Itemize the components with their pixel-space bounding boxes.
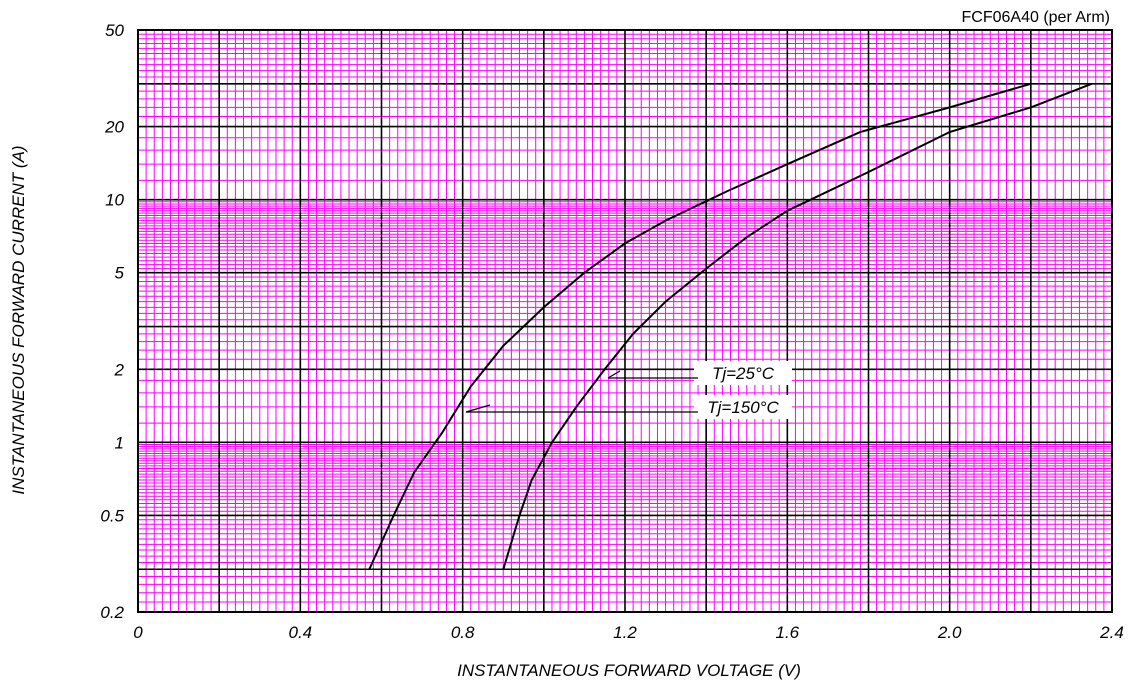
chart-title: FCF06A40 (per Arm)	[962, 9, 1110, 26]
annotation-tj150-bg	[694, 395, 792, 419]
y-tick-label: 1	[115, 433, 124, 452]
x-tick-label: 2.4	[1099, 623, 1124, 642]
y-tick-label: 10	[105, 191, 124, 210]
annotation-tj25-arrow	[607, 370, 621, 379]
annotation-tj25: Tj=25°C	[712, 364, 775, 383]
plot-frame	[137, 29, 1113, 613]
annotation-tj25-bg	[694, 361, 792, 385]
annotation-tj150: Tj=150°C	[707, 398, 779, 417]
annotations: Tj=25°C Tj=150°C	[465, 361, 792, 419]
y-tick-label: 5	[115, 264, 125, 283]
x-axis-label: INSTANTANEOUS FORWARD VOLTAGE (V)	[457, 661, 801, 680]
x-tick-label: 2.0	[937, 623, 962, 642]
y-axis-label: INSTANTANEOUS FORWARD CURRENT (A)	[9, 145, 28, 494]
curves	[368, 82, 1093, 570]
y-tick-label: 50	[105, 21, 124, 40]
annotation-tj150-arrow	[465, 404, 491, 413]
major-grid	[137, 29, 1113, 613]
x-tick-label: 1.2	[613, 623, 637, 642]
y-tick-label: 20	[104, 118, 124, 137]
x-tick-label: 1.6	[776, 623, 800, 642]
tick-labels: 0 0.4 0.8 1.2 1.6 2.0 2.4 50 20 10 5 2 1 0.5 0.2	[100, 21, 1123, 642]
series-line-tj150	[368, 82, 1032, 570]
series-line-tj25	[502, 82, 1093, 570]
y-tick-label: 0.2	[100, 603, 124, 622]
x-tick-label: 0.8	[451, 623, 475, 642]
y-tick-label: 0.5	[100, 506, 124, 525]
x-tick-label: 0	[133, 623, 143, 642]
y-tick-label: 2	[114, 360, 125, 379]
x-tick-label: 0.4	[289, 623, 313, 642]
